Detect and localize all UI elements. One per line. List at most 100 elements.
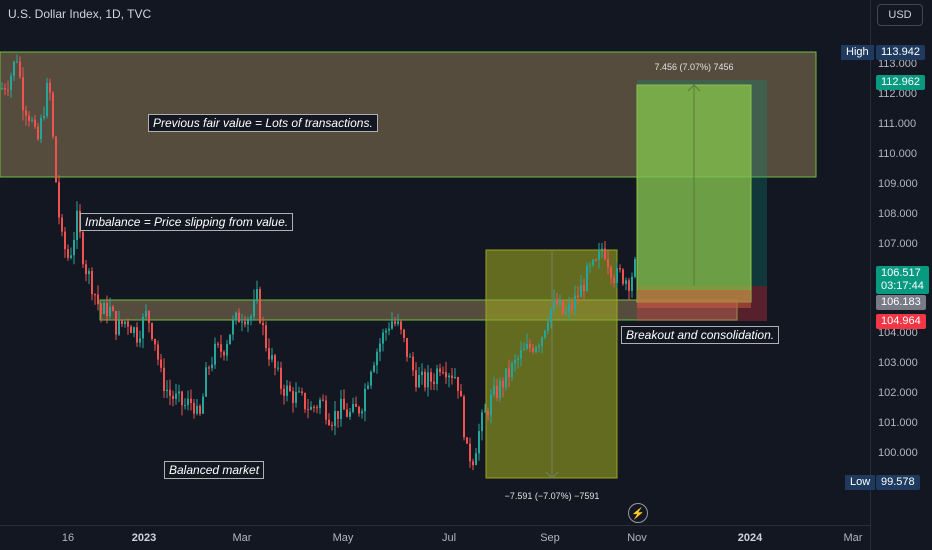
- candle-body: [76, 210, 78, 241]
- range-measure-label[interactable]: −7.591 (−7.07%) −7591: [504, 491, 600, 501]
- candle-body: [157, 344, 159, 360]
- candle-body: [289, 385, 291, 392]
- candle-body: [523, 348, 525, 351]
- candle-body: [436, 368, 438, 384]
- candle-body: [496, 385, 498, 399]
- candle-body: [475, 453, 477, 466]
- candle-body: [202, 396, 204, 414]
- candle-body: [625, 280, 627, 284]
- y-tick-label: 108.000: [878, 207, 918, 220]
- candle-body: [325, 400, 327, 420]
- candle-body: [196, 405, 198, 414]
- range-arrow-icon: [545, 471, 559, 479]
- candle-body: [346, 409, 348, 417]
- candle-body: [280, 367, 282, 389]
- candle-body: [262, 322, 264, 326]
- long-stop-box: [637, 290, 751, 308]
- candle-body: [601, 248, 603, 252]
- stop-price-tag: 104.964: [876, 314, 926, 329]
- candle-body: [355, 404, 357, 407]
- candle-body: [229, 334, 231, 345]
- candle-body: [334, 411, 336, 426]
- candle-body: [13, 61, 15, 76]
- candle-body: [34, 119, 36, 127]
- candle-body: [472, 461, 474, 466]
- currency-button[interactable]: USD: [877, 4, 923, 26]
- candle-body: [43, 116, 45, 119]
- candle-body: [433, 381, 435, 384]
- long-position-label[interactable]: 7.456 (7.07%) 7456: [654, 62, 734, 72]
- candle-body: [232, 320, 234, 335]
- candle-body: [295, 391, 297, 403]
- candle-body: [412, 356, 414, 371]
- lightning-replay-icon[interactable]: ⚡: [628, 503, 648, 523]
- candle-body: [22, 77, 24, 111]
- y-tick-label: 109.000: [878, 177, 918, 190]
- candle-body: [310, 406, 312, 410]
- candle-body: [16, 61, 18, 63]
- x-label-may: May: [332, 532, 354, 544]
- candle-body: [586, 265, 588, 292]
- x-label-2024: 2024: [737, 532, 763, 544]
- candle-body: [385, 330, 387, 333]
- candle-body: [592, 259, 594, 265]
- candle-body: [247, 318, 249, 325]
- candle-body: [544, 330, 546, 338]
- candle-body: [61, 217, 63, 232]
- note-fair-value[interactable]: Previous fair value = Lots of transactio…: [148, 114, 378, 132]
- candle-body: [487, 411, 489, 416]
- y-tick-label: 104.000: [878, 327, 918, 340]
- candle-body: [562, 300, 564, 314]
- candle-body: [106, 302, 108, 317]
- x-axis-border: [0, 525, 870, 526]
- candle-body: [175, 393, 177, 400]
- candle-body: [547, 322, 549, 331]
- candle-body: [148, 310, 150, 324]
- candle-body: [223, 351, 225, 356]
- candle-body: [292, 391, 294, 403]
- candle-body: [529, 343, 531, 348]
- candle-body: [235, 312, 237, 321]
- x-label-jul: Jul: [441, 532, 457, 544]
- candle-body: [256, 289, 258, 300]
- candle-body: [97, 294, 99, 305]
- symbol-title[interactable]: U.S. Dollar Index, 1D, TVC: [8, 7, 152, 21]
- candle-body: [349, 411, 351, 417]
- note-balanced[interactable]: Balanced market: [164, 461, 265, 479]
- x-label-16: 16: [61, 532, 75, 544]
- candle-body: [268, 348, 270, 360]
- note-breakout[interactable]: Breakout and consolidation.: [621, 326, 780, 344]
- candle-body: [490, 394, 492, 416]
- candle-body: [331, 425, 333, 427]
- candle-body: [484, 411, 486, 413]
- candle-body: [400, 321, 402, 330]
- candle-body: [499, 380, 501, 399]
- candle-body: [439, 368, 441, 373]
- candle-body: [190, 398, 192, 403]
- candle-body: [553, 299, 555, 309]
- y-tick-label: 103.000: [878, 357, 918, 370]
- candle-body: [364, 388, 366, 412]
- candle-body: [118, 319, 120, 335]
- candle-body: [28, 115, 30, 121]
- candle-body: [208, 367, 210, 369]
- candle-body: [415, 370, 417, 388]
- candle-body: [307, 409, 309, 411]
- candle-body: [304, 392, 306, 410]
- candle-body: [85, 264, 87, 275]
- candle-body: [226, 344, 228, 356]
- candle-body: [418, 375, 420, 388]
- candle-body: [628, 280, 630, 291]
- target-price-tag: 112.962: [876, 75, 925, 90]
- candle-body: [214, 343, 216, 365]
- candle-body: [388, 328, 390, 331]
- candle-body: [511, 363, 513, 378]
- candle-body: [139, 338, 141, 343]
- candle-body: [571, 304, 573, 309]
- candle-body: [598, 251, 600, 260]
- candle-body: [253, 299, 255, 317]
- note-imbalance[interactable]: Imbalance = Price slipping from value.: [80, 213, 294, 231]
- candle-body: [463, 396, 465, 438]
